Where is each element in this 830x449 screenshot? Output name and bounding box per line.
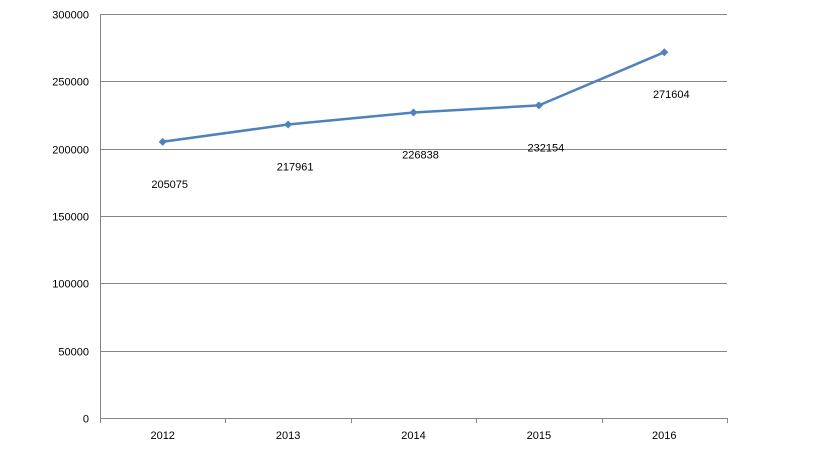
y-tick-label: 0 xyxy=(83,414,89,426)
y-tick-label: 50000 xyxy=(58,347,89,359)
series xyxy=(158,48,669,146)
data-point xyxy=(158,137,167,146)
x-tick-label: 2012 xyxy=(150,430,174,442)
x-tick-label: 2014 xyxy=(401,430,425,442)
data-label: 232154 xyxy=(528,142,565,154)
y-tick-label: 300000 xyxy=(52,10,89,22)
gridlines xyxy=(100,14,727,352)
data-label: 217961 xyxy=(277,161,314,173)
y-tick-label: 150000 xyxy=(52,212,89,224)
data-point xyxy=(660,48,669,57)
data-label: 205075 xyxy=(151,179,188,191)
x-tick-label: 2015 xyxy=(527,430,551,442)
y-tick-label: 100000 xyxy=(52,279,89,291)
axes xyxy=(100,14,728,423)
series-line xyxy=(162,51,665,144)
data-point xyxy=(534,101,543,110)
data-label: 271604 xyxy=(653,89,690,101)
y-axis-tick-labels: 0 50000 100000 150000 200000 250000 300000 xyxy=(52,10,89,426)
data-label: 226838 xyxy=(402,150,439,162)
x-axis-tick-labels: 2012 2013 2014 2015 2016 xyxy=(150,430,676,442)
x-tick-label: 2016 xyxy=(652,430,676,442)
y-tick-label: 200000 xyxy=(52,145,89,157)
data-point xyxy=(284,120,293,129)
y-tick-label: 250000 xyxy=(52,77,89,89)
x-tick-label: 2013 xyxy=(276,430,300,442)
data-labels: 205075 217961 226838 232154 271604 xyxy=(151,89,689,191)
data-point xyxy=(409,108,418,117)
